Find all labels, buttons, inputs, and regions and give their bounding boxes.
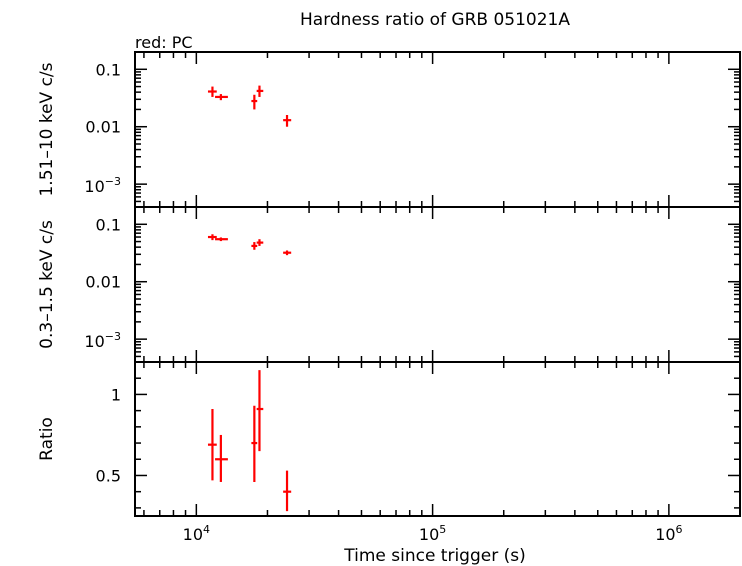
panel-bottom: 1 0.5 104 105 106 Ratio (37, 361, 741, 544)
panel-frame (134, 206, 741, 363)
panel-frame (134, 361, 741, 517)
data-point (251, 242, 258, 250)
panels: 0.1 0.01 10−3 1.51–10 keV c/s 0.1 0.01 10−3 0.3… (37, 51, 741, 544)
x-tick-label: 105 (419, 523, 446, 544)
panel-middle: 0.1 0.01 10−3 0.3–1.5 keV c/s (37, 206, 741, 363)
data-point (256, 370, 264, 452)
panel-frame (134, 51, 741, 208)
y-tick-label: 10−3 (84, 175, 121, 196)
x-tick-label: 104 (183, 523, 210, 544)
data-point (207, 409, 217, 481)
data-point (215, 94, 228, 101)
panel-top: 0.1 0.01 10−3 1.51–10 keV c/s (37, 51, 741, 208)
data-point (207, 234, 217, 241)
y-tick-label: 0.01 (85, 118, 121, 137)
y-tick-label: 1 (111, 385, 121, 404)
y-tick-label: 0.1 (96, 215, 121, 234)
chart-title: Hardness ratio of GRB 051021A (300, 10, 570, 30)
data-point (283, 114, 292, 127)
data-point (251, 94, 258, 110)
data-point (251, 405, 258, 482)
data-point (283, 470, 292, 512)
data-point (215, 237, 228, 242)
y-tick-label: 0.5 (96, 466, 121, 485)
y-axis-label: 0.3–1.5 keV c/s (37, 220, 57, 349)
data-point (207, 86, 217, 97)
y-tick-label: 0.1 (96, 60, 121, 79)
data-point (256, 239, 264, 246)
y-axis-label: Ratio (37, 417, 57, 461)
data-point (283, 250, 292, 256)
y-tick-label: 10−3 (84, 330, 121, 351)
data-point (256, 85, 264, 97)
x-tick-label: 106 (655, 523, 682, 544)
x-axis-label: Time since trigger (s) (343, 546, 526, 566)
data-point (215, 434, 228, 482)
y-tick-label: 0.01 (85, 273, 121, 292)
y-axis-label: 1.51–10 keV c/s (37, 62, 57, 196)
legend-note: red: PC (135, 33, 193, 52)
